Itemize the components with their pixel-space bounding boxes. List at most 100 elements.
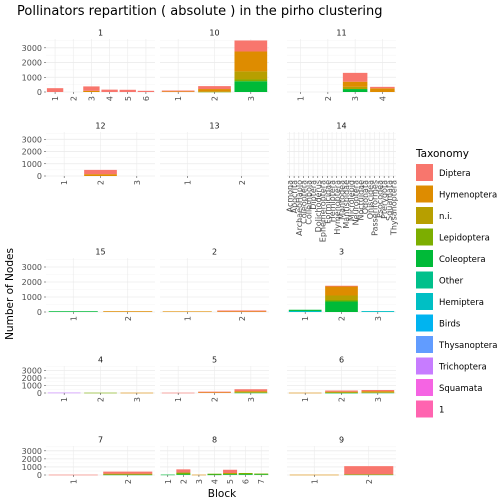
bar-segment [198,392,231,393]
legend-swatch [416,336,433,353]
bar-segment [207,473,222,475]
facet-strip-label: 14 [336,122,346,131]
x-tick-label: 4 [211,479,220,484]
x-tick-label: 2 [124,316,133,321]
bar-segment [176,472,191,475]
legend-label: Hymenoptera [439,191,497,201]
bar-segment [344,466,394,475]
x-tick-label: 2 [179,479,188,484]
x-tick-label: 1 [69,316,78,321]
bar-segment [325,286,358,296]
x-tick-label: 3 [247,96,256,101]
bar-segment [217,310,267,312]
legend-swatch [416,379,433,396]
x-tick-label: 2 [338,316,347,321]
x-tick-label: ArchaeoHaplo [295,180,304,236]
y-tick-label: 2000 [22,455,42,464]
x-tick-label: 1 [174,96,183,101]
bar-segment [198,391,231,393]
bar-segment [103,311,153,312]
bar-segment [162,311,212,312]
facet-strip-label: 13 [209,122,219,131]
bar-segment [325,392,358,393]
plot-area [46,258,155,312]
facet-strip [160,27,269,39]
legend-label: Other [439,277,464,287]
bar-segment [325,301,358,312]
bar-segment [361,392,395,393]
x-tick-label: 3 [351,96,360,101]
x-tick-label: 4 [106,96,115,101]
bar-segment [160,474,175,476]
facet-strip [46,434,155,446]
bar-segment [234,51,268,72]
bar-segment [198,89,231,92]
bar-segment [47,392,81,394]
facet-strip-label: 10 [209,29,219,38]
bar-segment [161,91,195,93]
x-tick-label: 4 [378,96,387,101]
facet-strip [160,434,269,446]
y-tick-label: 2000 [22,278,42,287]
bar-segment [342,86,368,90]
facet-strip-label: 9 [339,436,344,445]
y-tick-label: 2000 [22,148,42,157]
x-tick-label: Coleoptera [300,180,309,224]
bar-segment [119,89,136,92]
facet-panel-13: 13 1 2 [160,120,269,185]
x-tick-label: 1 [69,479,78,484]
legend-swatch [416,207,433,224]
bar-segment [361,311,395,312]
bar-segment [234,71,268,80]
bar-segment [46,88,64,92]
bar-segment [223,469,238,473]
x-tick-label: Odonata [361,180,370,214]
bar-segment [207,474,222,476]
x-tick-label: Passeriformes [371,180,380,236]
facet-strip [287,434,396,446]
x-tick-label: 1 [174,397,183,402]
facet-strip-label: 4 [98,356,103,365]
x-tick-label: Microlepid [347,180,356,221]
x-tick-label: 7 [257,479,266,484]
y-tick-label: 1000 [22,382,42,391]
legend-swatch [416,228,433,246]
facet-strip [287,354,396,366]
bar-segment [234,79,268,82]
bar-segment [325,285,358,287]
bar-segment [344,474,394,475]
y-tick-label: 3000 [22,263,42,272]
x-tick-label: Acmona [285,180,294,212]
y-tick-label: 2000 [22,374,42,383]
bar-segment [325,391,358,393]
x-tick-label: 5 [226,479,235,484]
facet-panel-5: 5 1 2 3 [160,354,269,402]
x-tick-label: Hemiptera [328,180,337,222]
y-tick-label: 3000 [22,44,42,53]
bar-segment [103,473,153,475]
y-tick-label: 1000 [22,293,42,302]
bar-segment [342,72,368,82]
legend-label: Coleoptera [439,255,486,265]
facet-strip [287,27,396,39]
facet-panel-15: 15 1 2 0 1000 2000 3000 [22,246,155,321]
facet-strip-label: 15 [95,248,105,257]
bar-segment [103,474,153,476]
bar-segment [238,472,253,475]
x-tick-label: 3 [133,397,142,402]
x-tick-label: 1 [310,479,319,484]
facet-panel-2: 2 1 2 [160,246,269,321]
facet-strip [160,120,269,132]
x-tick-label: Mantispidae [342,180,351,229]
y-tick-label: 3000 [22,367,42,376]
x-tick-label: 1 [60,397,69,402]
x-axis-title: Block [208,488,237,500]
facet-strip-label: 5 [212,356,217,365]
facet-strip-label: 12 [95,122,105,131]
bar-segment [234,391,268,393]
x-tick-label: 3 [374,316,383,321]
bar-segment [103,471,153,474]
